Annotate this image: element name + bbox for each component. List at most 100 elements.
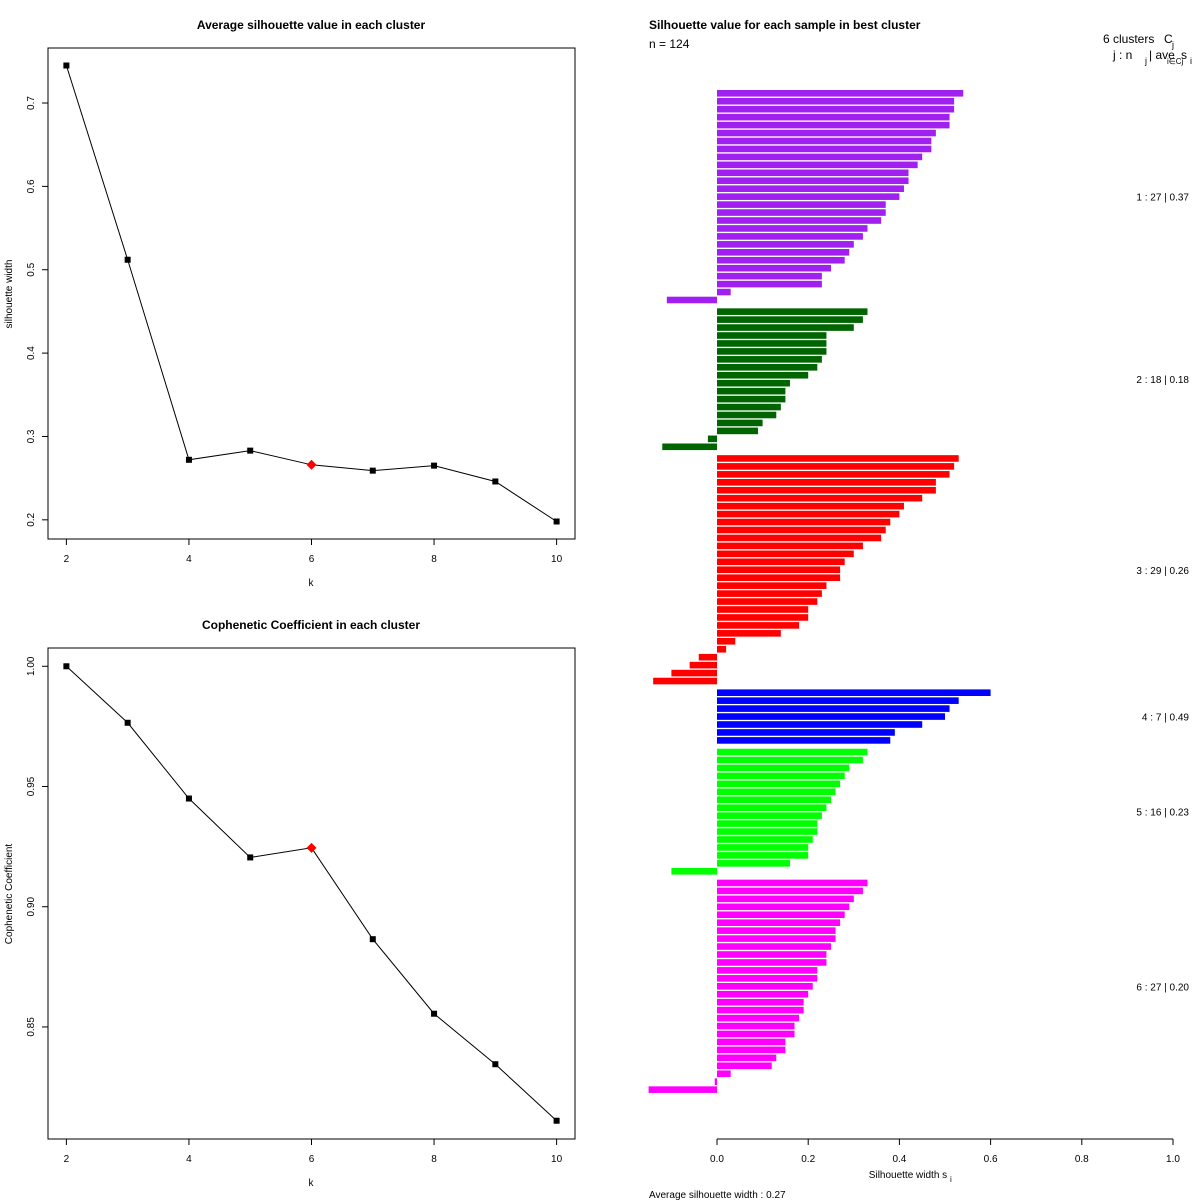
silhouette-bar bbox=[717, 1022, 795, 1030]
x-tick-label: 0.0 bbox=[710, 1154, 724, 1165]
silhouette-bar bbox=[717, 161, 918, 169]
silhouette-bar bbox=[717, 193, 900, 200]
silhouette-bar bbox=[717, 935, 836, 942]
series-line bbox=[63, 62, 560, 525]
silhouette-bar bbox=[717, 582, 827, 589]
data-point bbox=[247, 447, 254, 454]
chart-title: Cophenetic Coefficient in each cluster bbox=[202, 618, 420, 632]
silhouette-bar bbox=[717, 153, 923, 161]
silhouette-bar bbox=[717, 860, 790, 867]
data-point bbox=[553, 518, 560, 525]
silhouette-bar bbox=[717, 1006, 804, 1014]
chart-title: Silhouette value for each sample in best… bbox=[649, 18, 921, 32]
silhouette-bar bbox=[717, 233, 863, 240]
silhouette-bar bbox=[717, 272, 822, 280]
x-tick-label: 4 bbox=[186, 1154, 192, 1165]
legend-header-symbol: C bbox=[1164, 32, 1173, 46]
silhouette-bar bbox=[717, 887, 863, 895]
data-point bbox=[431, 1010, 438, 1017]
silhouette-bar bbox=[717, 998, 804, 1006]
silhouette-bar bbox=[717, 1030, 795, 1038]
silhouette-bar bbox=[717, 737, 891, 744]
y-tick-label: 0.5 bbox=[26, 262, 37, 276]
legend-header-columns: j : n bbox=[1112, 48, 1132, 62]
data-point bbox=[124, 719, 131, 726]
data-point bbox=[124, 256, 131, 263]
data-point bbox=[492, 478, 499, 485]
legend-header-clusters: 6 clusters bbox=[1103, 32, 1154, 46]
legend-header-ave: | ave bbox=[1149, 48, 1175, 62]
silhouette-bar bbox=[717, 1046, 786, 1054]
cluster-label: 2 : 18 | 0.18 bbox=[1136, 375, 1189, 386]
silhouette-bar bbox=[717, 598, 818, 605]
silhouette-bar bbox=[666, 296, 717, 304]
silhouette-bar bbox=[717, 943, 831, 950]
x-tick-label: 6 bbox=[309, 1154, 315, 1165]
x-tick-label: 10 bbox=[551, 1154, 563, 1165]
silhouette-bar bbox=[717, 558, 845, 566]
silhouette-bar bbox=[717, 1070, 731, 1078]
highlight-point bbox=[306, 842, 317, 853]
legend-header-s: s bbox=[1181, 48, 1187, 62]
silhouette-bar bbox=[717, 387, 786, 395]
silhouette-bar bbox=[717, 804, 827, 811]
silhouette-bar bbox=[717, 983, 813, 990]
silhouette-bar bbox=[717, 121, 950, 129]
silhouette-bar bbox=[717, 820, 818, 827]
cophenetic-line-chart: Cophenetic Coefficient in each cluster 2… bbox=[4, 618, 576, 1189]
data-point bbox=[185, 795, 192, 802]
silhouette-bar bbox=[717, 788, 836, 796]
silhouette-bar bbox=[717, 486, 936, 494]
silhouette-bar bbox=[717, 185, 904, 192]
silhouette-bar bbox=[717, 169, 909, 177]
silhouette-bar bbox=[717, 403, 781, 411]
silhouette-bar bbox=[717, 502, 904, 510]
silhouette-bar bbox=[717, 780, 841, 788]
silhouette-bar bbox=[717, 630, 781, 637]
cluster-label: 4 : 7 | 0.49 bbox=[1142, 713, 1190, 724]
silhouette-bar bbox=[717, 395, 786, 403]
silhouette-bar bbox=[717, 280, 822, 288]
silhouette-bar bbox=[717, 645, 727, 653]
silhouette-bar bbox=[717, 113, 950, 121]
highlight-point bbox=[306, 459, 317, 470]
silhouette-bar bbox=[671, 868, 717, 875]
silhouette-bar bbox=[717, 574, 841, 581]
y-tick-label: 0.90 bbox=[26, 897, 37, 917]
silhouette-bar bbox=[717, 975, 818, 982]
silhouette-bar bbox=[717, 308, 868, 315]
silhouette-bar-chart: Silhouette value for each sample in best… bbox=[648, 18, 1192, 1200]
silhouette-bar bbox=[717, 256, 845, 264]
data-point bbox=[553, 1117, 560, 1124]
silhouette-bar bbox=[717, 622, 800, 629]
data-point bbox=[63, 62, 70, 69]
data-point bbox=[369, 936, 376, 943]
silhouette-bar bbox=[717, 455, 959, 462]
silhouette-bar bbox=[717, 1038, 786, 1046]
silhouette-bar bbox=[717, 764, 850, 772]
data-point bbox=[369, 467, 376, 474]
silhouette-bar bbox=[717, 494, 923, 502]
cluster-label: 6 : 27 | 0.20 bbox=[1136, 982, 1189, 993]
silhouette-bar bbox=[717, 471, 950, 478]
silhouette-bar bbox=[717, 1054, 777, 1062]
silhouette-bar bbox=[717, 772, 845, 780]
x-tick-label: 10 bbox=[551, 554, 563, 565]
cluster-label: 5 : 16 | 0.23 bbox=[1136, 808, 1189, 819]
silhouette-bar bbox=[717, 729, 895, 736]
silhouette-line-chart: Average silhouette value in each cluster… bbox=[4, 18, 576, 589]
data-point bbox=[431, 462, 438, 469]
silhouette-bar bbox=[689, 661, 717, 669]
silhouette-bar bbox=[717, 201, 886, 208]
x-tick-label: 0.6 bbox=[984, 1154, 998, 1165]
silhouette-bar bbox=[717, 911, 845, 919]
silhouette-bar bbox=[717, 348, 827, 355]
x-axis-label-sub: i bbox=[950, 1175, 952, 1184]
silhouette-bar bbox=[648, 1086, 717, 1093]
y-tick-label: 0.4 bbox=[26, 346, 37, 360]
y-tick-label: 0.2 bbox=[26, 512, 37, 526]
x-tick-label: 0.4 bbox=[892, 1154, 906, 1165]
silhouette-bar bbox=[717, 427, 759, 435]
data-point bbox=[492, 1061, 499, 1068]
silhouette-bar bbox=[717, 510, 900, 518]
